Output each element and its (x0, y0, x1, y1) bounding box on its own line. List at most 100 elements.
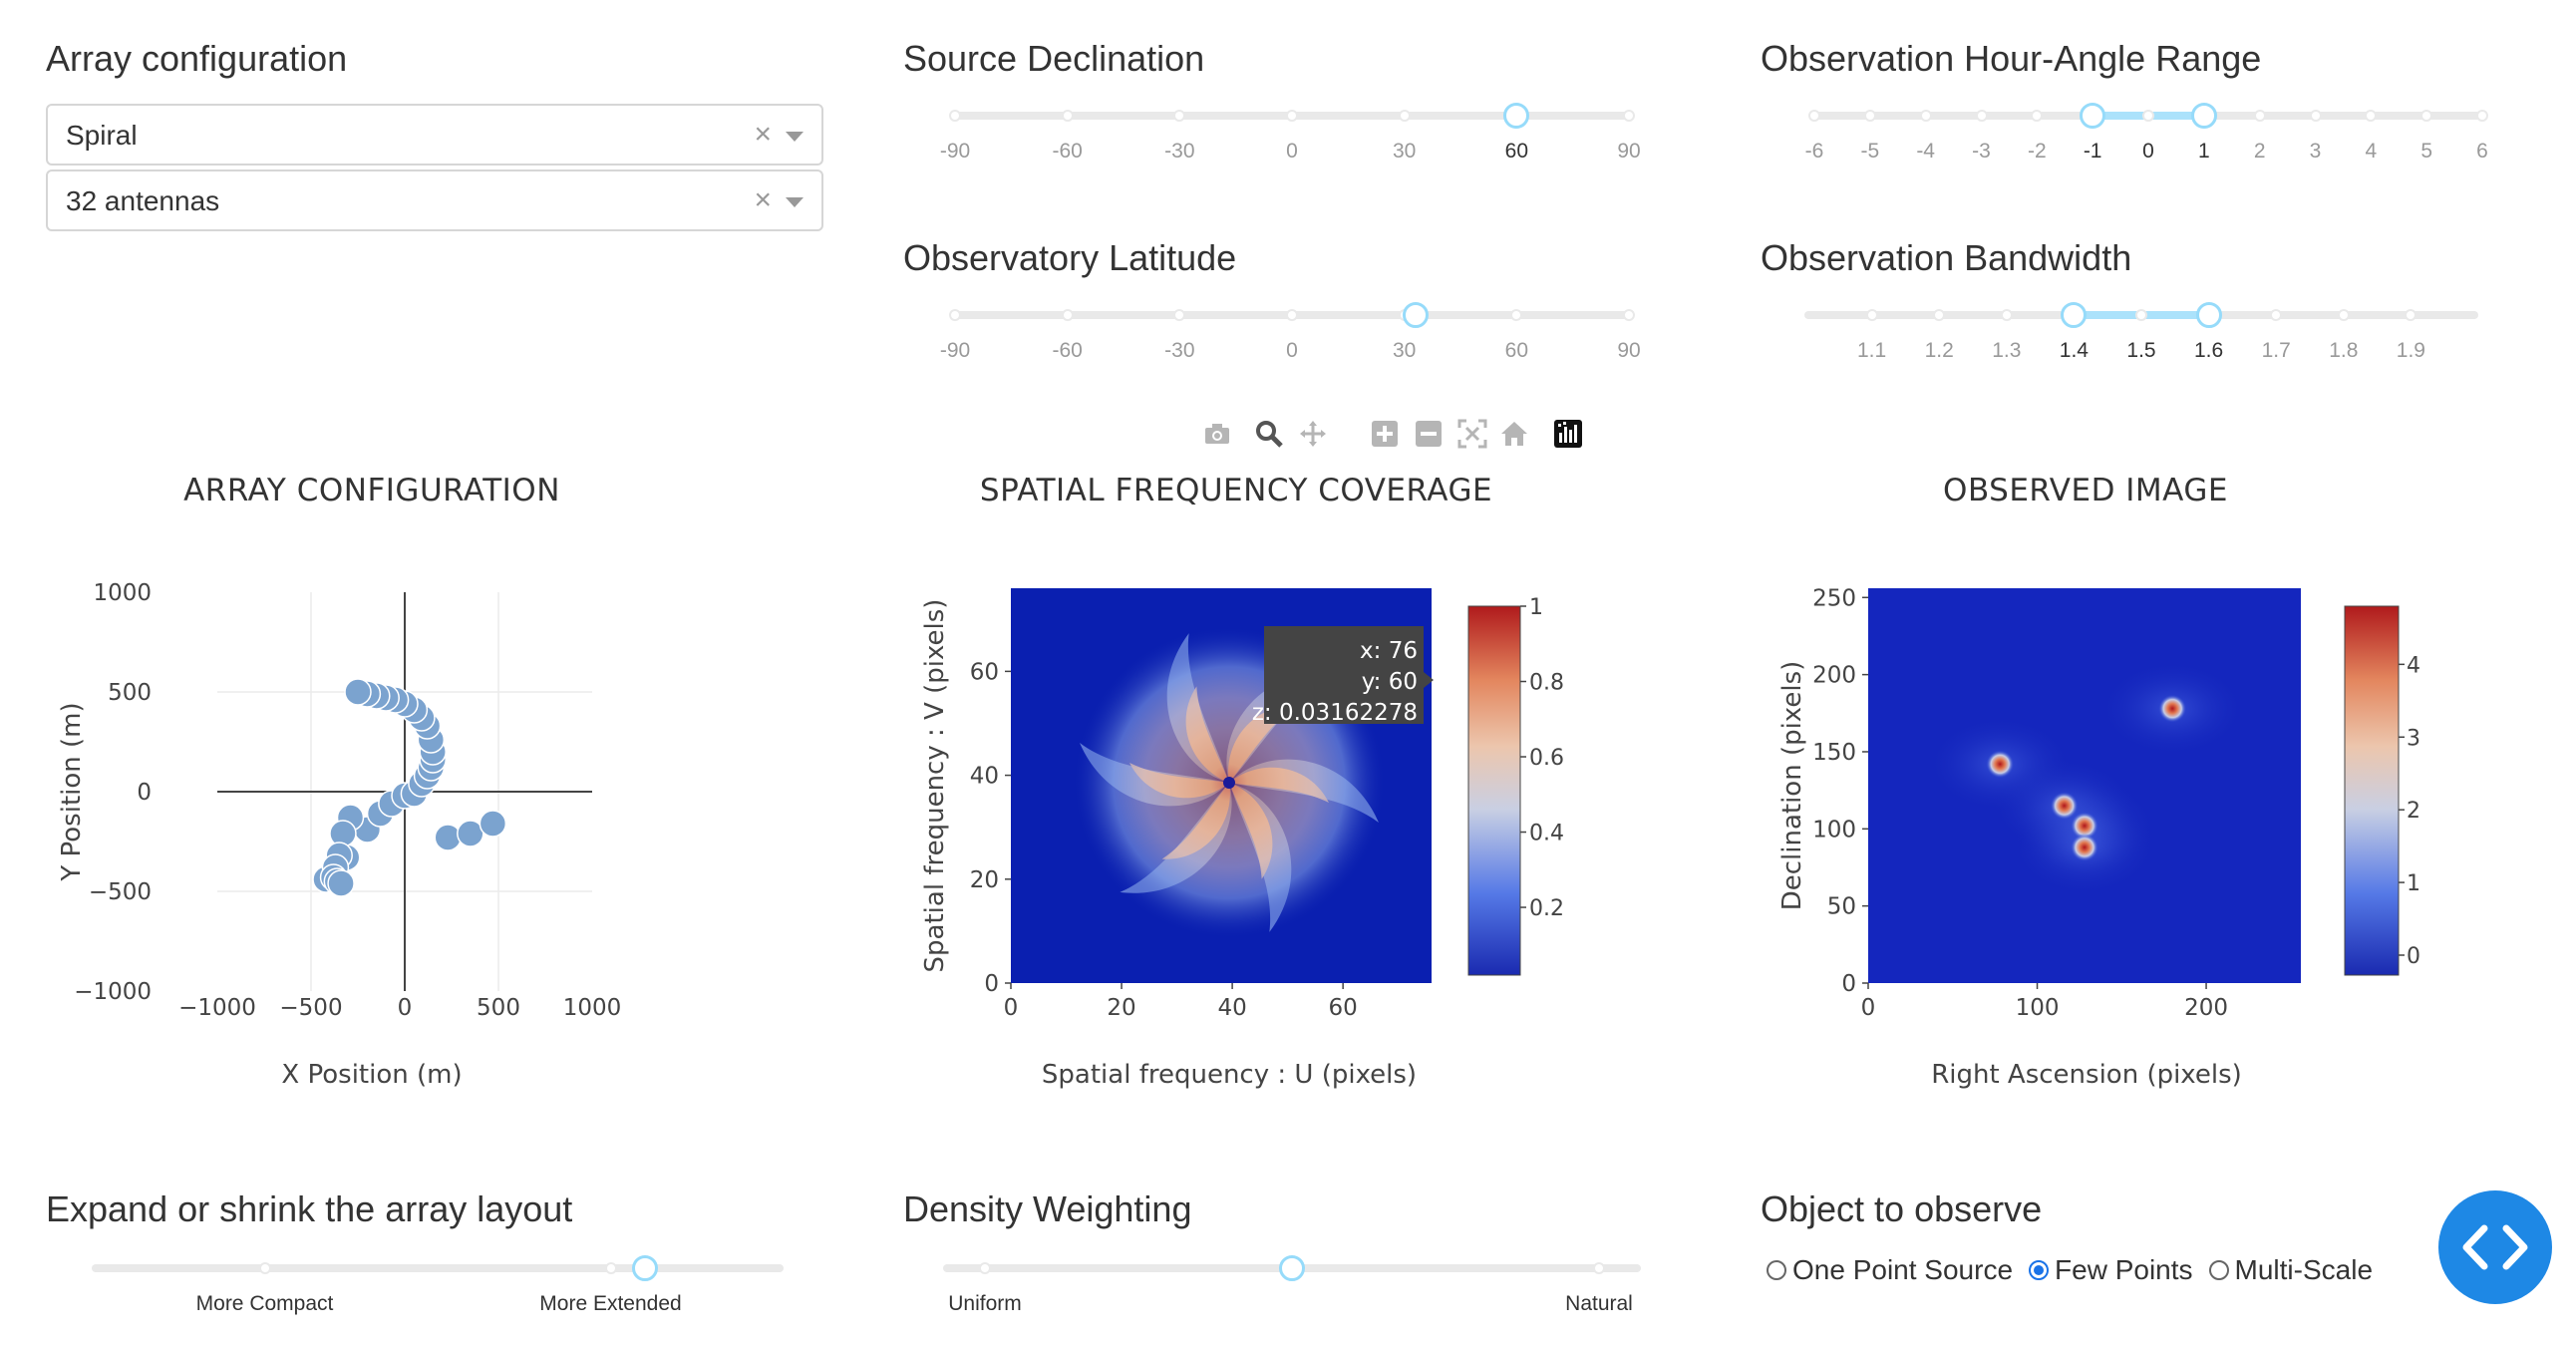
layout-dropdown[interactable]: Spiral × (46, 104, 823, 166)
slider-dot[interactable] (1863, 110, 1876, 122)
density-weighting-slider[interactable]: Uniform Natural (943, 1255, 1641, 1318)
slider-dot[interactable] (1919, 110, 1932, 122)
slider-dot[interactable] (1061, 110, 1074, 122)
spatial-frequency-plot[interactable]: 0 20 40 60 60 40 20 0 1 0.8 0.6 0.4 0.2 x: 76 y: 60… (897, 558, 1655, 1117)
colorbar-tick-label: 1 (1529, 595, 1543, 620)
object-radio-label[interactable]: Few Points (2055, 1254, 2193, 1285)
slider-dot[interactable] (2031, 110, 2044, 122)
slider-dot[interactable] (604, 1262, 617, 1274)
slider-mark-label: -90 (939, 339, 971, 362)
slider-dot[interactable] (1933, 309, 1946, 321)
slider-dot[interactable] (1975, 110, 1988, 122)
slider-mark-label: -3 (1972, 140, 1991, 163)
slider-dot[interactable] (1286, 309, 1298, 321)
slider-dot[interactable] (2405, 309, 2417, 321)
reset-axes-icon[interactable] (1499, 419, 1529, 449)
slider-mark-label: -4 (1916, 140, 1935, 163)
x-tick-label: 100 (2016, 995, 2060, 1021)
slider-dot[interactable] (1593, 1262, 1605, 1274)
object-radio-2[interactable] (2208, 1260, 2229, 1280)
colorbar-tick-label: 0.4 (1529, 822, 1564, 846)
zoom-icon[interactable] (1254, 419, 1284, 449)
antenna-point[interactable] (479, 810, 507, 838)
coverage-plot-xlabel: Spatial frequency : U (pixels) (1042, 1060, 1417, 1090)
antenna-point[interactable] (327, 869, 355, 897)
camera-icon[interactable] (1202, 419, 1232, 449)
code-toggle-button[interactable] (2438, 1190, 2552, 1304)
slider-dot[interactable] (949, 110, 961, 122)
slider-dot[interactable] (2253, 110, 2266, 122)
slider-dot[interactable] (2420, 110, 2433, 122)
slider-dot[interactable] (979, 1262, 991, 1274)
antenna-point[interactable] (344, 678, 372, 706)
slider-dot[interactable] (2142, 110, 2154, 122)
object-radio-0[interactable] (1767, 1260, 1786, 1280)
observatory-latitude-slider[interactable]: -90 -60 -30 0 30 60 90 (939, 302, 1641, 365)
slider-dot[interactable] (2309, 110, 2322, 122)
zoom-in-icon[interactable] (1370, 419, 1400, 449)
slider-mark-label: Uniform (948, 1292, 1022, 1315)
y-tick-label: 500 (108, 680, 152, 706)
slider-mark-label: 30 (1392, 339, 1417, 362)
object-radio-label[interactable]: Multi-Scale (2234, 1254, 2374, 1285)
slider-dot[interactable] (258, 1262, 271, 1274)
slider-mark-label: Natural (1565, 1292, 1633, 1315)
clear-icon[interactable]: × (754, 183, 772, 216)
slider-handle[interactable] (1279, 1255, 1305, 1281)
slider-dot[interactable] (1808, 110, 1820, 122)
y-tick-label: 0 (1841, 971, 1856, 997)
slider-handle[interactable] (2061, 302, 2088, 328)
slider-dot[interactable] (1510, 309, 1523, 321)
slider-handle[interactable] (1402, 302, 1429, 328)
slider-dot[interactable] (2270, 309, 2283, 321)
slider-mark-label: -1 (2083, 140, 2102, 163)
plotly-logo-icon[interactable] (1553, 419, 1583, 449)
slider-dot[interactable] (2337, 309, 2350, 321)
expand-shrink-slider[interactable]: More Compact More Extended (92, 1255, 784, 1318)
slider-handle[interactable] (2080, 103, 2106, 129)
antennas-dropdown[interactable]: 32 antennas × (46, 169, 823, 231)
bandwidth-slider[interactable]: 1.1 1.2 1.3 1.4 1.5 1.6 1.7 1.8 1.9 (1792, 302, 2490, 365)
source-declination-slider[interactable]: -90 -60 -30 0 30 60 90 (940, 103, 1641, 166)
slider-dot[interactable] (2000, 309, 2013, 321)
slider-mark-label: 60 (1504, 339, 1529, 362)
slider-dot[interactable] (1173, 110, 1186, 122)
source-declination-title: Source Declination (903, 38, 1205, 79)
slider-rail (92, 1264, 784, 1272)
x-tick-label: 200 (2184, 995, 2228, 1021)
slider-dot[interactable] (2476, 110, 2488, 122)
hour-angle-range-slider[interactable]: -6 -5 -4 -3 -2 -1 0 1 2 3 4 5 6 (1802, 103, 2494, 166)
pan-icon[interactable] (1298, 419, 1328, 449)
slider-handle[interactable] (2195, 302, 2222, 328)
slider-dot[interactable] (1286, 110, 1298, 122)
slider-dot[interactable] (1623, 309, 1635, 321)
antenna-point[interactable] (434, 824, 462, 851)
slider-mark-label: 6 (2476, 140, 2488, 163)
observed-image-plot[interactable]: 0 100 200 250 200 150 100 50 0 4 3 2 1 0 Right Ascen… (1755, 558, 2432, 1117)
slider-handle[interactable] (2190, 103, 2217, 129)
antenna-point[interactable] (457, 820, 484, 847)
chevron-down-icon[interactable] (786, 197, 804, 207)
slider-handle[interactable] (632, 1255, 659, 1281)
slider-dot[interactable] (2365, 110, 2378, 122)
object-radio-label[interactable]: One Point Source (1792, 1254, 2014, 1285)
slider-dot[interactable] (1398, 110, 1411, 122)
chevron-down-icon[interactable] (786, 132, 804, 142)
autoscale-icon[interactable] (1457, 419, 1487, 449)
slider-dot[interactable] (1061, 309, 1074, 321)
slider-mark-label: 30 (1392, 140, 1417, 163)
object-radio-1[interactable] (2029, 1260, 2050, 1280)
point-source (2158, 694, 2187, 723)
slider-dot[interactable] (1173, 309, 1186, 321)
slider-dot[interactable] (949, 309, 961, 321)
slider-handle[interactable] (1503, 103, 1530, 129)
y-tick-label: −1000 (74, 979, 152, 1005)
clear-icon[interactable]: × (754, 118, 772, 151)
slider-mark-label: -6 (1804, 140, 1824, 163)
slider-dot[interactable] (1623, 110, 1635, 122)
slider-dot[interactable] (2135, 309, 2147, 321)
array-configuration-plot[interactable]: −1000 −500 0 500 1000 1000 500 0 −500 −1000 X Pos… (40, 558, 678, 1117)
slider-dot[interactable] (1865, 309, 1878, 321)
zoom-out-icon[interactable] (1414, 419, 1444, 449)
slider-mark-label: 1 (2197, 140, 2210, 163)
